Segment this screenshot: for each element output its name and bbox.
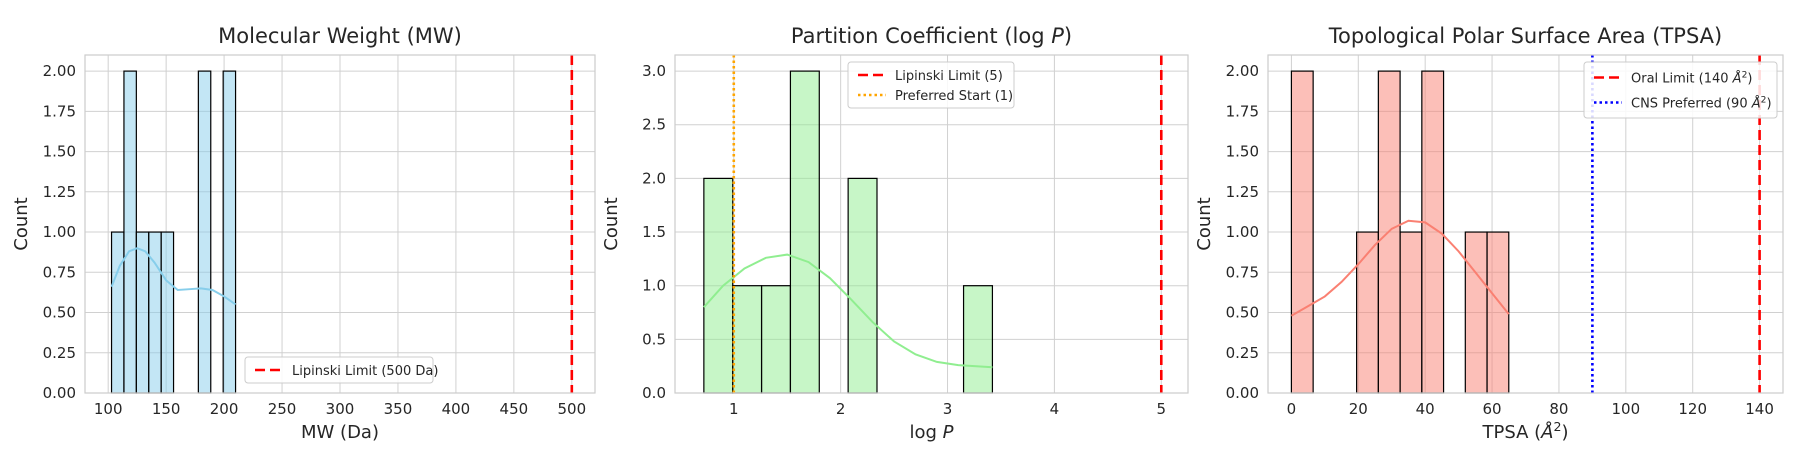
x-tick-label: 40 bbox=[1416, 400, 1435, 418]
y-axis-label: Count bbox=[11, 197, 32, 250]
x-tick-label: 350 bbox=[384, 400, 413, 418]
histogram-bar bbox=[1356, 231, 1379, 394]
y-tick-label: 3.0 bbox=[642, 62, 666, 80]
histogram-bar bbox=[197, 70, 212, 394]
x-tick-label: 500 bbox=[557, 400, 586, 418]
histogram-bar bbox=[148, 231, 162, 394]
histogram-bar bbox=[1464, 231, 1488, 394]
y-tick-label: 2.5 bbox=[642, 116, 666, 134]
histogram-bar bbox=[135, 231, 150, 394]
histogram-bar bbox=[760, 285, 792, 394]
legend-box bbox=[244, 356, 434, 384]
legend-box bbox=[1583, 61, 1778, 119]
histogram-bar bbox=[1486, 231, 1510, 394]
kde-line bbox=[703, 253, 993, 369]
legend-label: Preferred Start (1) bbox=[895, 89, 1013, 104]
y-tick-label: 0.00 bbox=[43, 384, 76, 402]
y-tick-label: 0.50 bbox=[1226, 304, 1259, 322]
histogram-bar bbox=[1290, 70, 1314, 394]
y-tick-label: 0.5 bbox=[642, 330, 666, 348]
legend-label: CNS Preferred (90 Å2) bbox=[1631, 96, 1772, 112]
x-tick-label: 100 bbox=[94, 400, 123, 418]
histogram-bar bbox=[703, 177, 734, 394]
x-tick-label: 120 bbox=[1678, 400, 1707, 418]
histogram-bar bbox=[962, 285, 994, 394]
x-tick-label: 140 bbox=[1745, 400, 1774, 418]
y-tick-label: 1.0 bbox=[642, 277, 666, 295]
chart-2: 1 2 3 4 5 0.0 0.5 1.0 1.5 2.0 2.5 3.0 Partition Coef… bbox=[601, 24, 1189, 443]
x-tick-label: 450 bbox=[500, 400, 529, 418]
y-tick-label: 0.00 bbox=[1226, 384, 1259, 402]
y-tick-label: 2.00 bbox=[43, 62, 76, 80]
x-tick-label: 300 bbox=[326, 400, 355, 418]
legend: Lipinski Limit (5) Preferred Start (1) bbox=[847, 61, 1015, 109]
x-tick-label: 250 bbox=[268, 400, 297, 418]
y-tick-label: 0.75 bbox=[1226, 263, 1259, 281]
histogram-bar bbox=[110, 231, 125, 394]
x-tick-label: 150 bbox=[152, 400, 181, 418]
x-tick-label: 20 bbox=[1349, 400, 1368, 418]
x-axis-label: MW (Da) bbox=[301, 422, 379, 443]
chart-3: 0 20 40 60 80 100 120 140 0.00 0.25 0.50 0.75 1.00 1.… bbox=[1194, 24, 1784, 444]
histogram-bar bbox=[160, 231, 175, 394]
x-tick-label: 80 bbox=[1549, 400, 1568, 418]
x-tick-label: 4 bbox=[1050, 400, 1060, 418]
histogram-bar bbox=[847, 177, 878, 394]
y-tick-label: 1.50 bbox=[43, 143, 76, 161]
x-tick-label: 400 bbox=[442, 400, 471, 418]
y-tick-label: 0.25 bbox=[43, 344, 76, 362]
x-axis-label: log P bbox=[909, 422, 953, 443]
x-tick-label: 2 bbox=[836, 400, 846, 418]
y-tick-label: 0.50 bbox=[43, 304, 76, 322]
legend-label: Lipinski Limit (500 Da) bbox=[292, 364, 438, 379]
chart-title: Molecular Weight (MW) bbox=[218, 24, 462, 48]
y-tick-label: 1.5 bbox=[642, 223, 666, 241]
plot-frame bbox=[84, 54, 596, 394]
y-tick-label: 1.00 bbox=[1226, 223, 1259, 241]
histogram-bar bbox=[732, 285, 763, 394]
legend-box bbox=[847, 61, 1015, 109]
y-tick-label: 0.0 bbox=[642, 384, 666, 402]
legend-label: Lipinski Limit (5) bbox=[895, 69, 1003, 84]
chart-title: Topological Polar Surface Area (TPSA) bbox=[1328, 24, 1722, 48]
legend: Lipinski Limit (500 Da) bbox=[244, 356, 438, 384]
histogram-bar bbox=[123, 70, 137, 394]
histogram-bar bbox=[1399, 231, 1423, 394]
x-tick-label: 200 bbox=[210, 400, 239, 418]
y-tick-label: 1.50 bbox=[1226, 143, 1259, 161]
histogram-bar bbox=[789, 70, 820, 394]
y-tick-label: 1.75 bbox=[1226, 102, 1259, 120]
y-tick-label: 1.25 bbox=[43, 183, 76, 201]
legend-label: Oral Limit (140 Å2) bbox=[1631, 71, 1752, 87]
y-tick-label: 2.0 bbox=[642, 169, 666, 187]
plot-frame bbox=[1267, 54, 1784, 394]
y-tick-label: 1.25 bbox=[1226, 183, 1259, 201]
plot-frame bbox=[674, 54, 1189, 394]
x-tick-label: 3 bbox=[943, 400, 953, 418]
histogram-bar bbox=[222, 70, 237, 394]
x-tick-label: 0 bbox=[1287, 400, 1297, 418]
x-tick-label: 5 bbox=[1157, 400, 1167, 418]
legend: Oral Limit (140 Å2) CNS Preferred (90 Å2) bbox=[1583, 61, 1778, 119]
kde-line bbox=[1290, 219, 1510, 317]
chart-1: 100 150 200 250 300 350 400 450 500 0.00 0.25 0.50 0… bbox=[11, 24, 596, 443]
y-tick-label: 0.75 bbox=[43, 263, 76, 281]
x-tick-label: 100 bbox=[1612, 400, 1641, 418]
x-tick-label: 60 bbox=[1483, 400, 1502, 418]
y-tick-label: 2.00 bbox=[1226, 62, 1259, 80]
y-tick-label: 0.25 bbox=[1226, 344, 1259, 362]
chart-title: Partition Coefficient (log P) bbox=[791, 24, 1072, 48]
y-axis-label: Count bbox=[1194, 197, 1215, 250]
x-axis-label: TPSA (Å2) bbox=[1481, 419, 1568, 444]
kde-line bbox=[110, 247, 237, 306]
y-axis-label: Count bbox=[601, 197, 622, 250]
x-tick-label: 1 bbox=[729, 400, 739, 418]
y-tick-label: 1.00 bbox=[43, 223, 76, 241]
y-tick-label: 1.75 bbox=[43, 102, 76, 120]
